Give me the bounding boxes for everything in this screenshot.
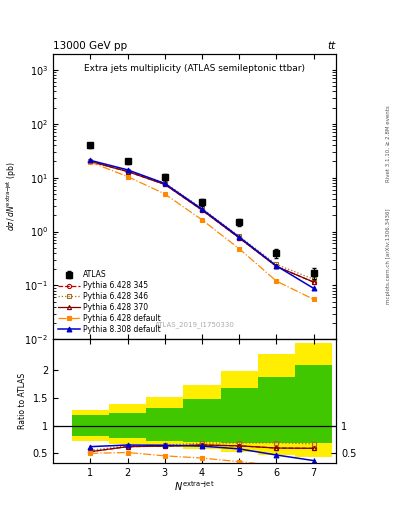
Pythia 6.428 345 <box>125 168 130 175</box>
Y-axis label: $d\sigma\,/\,dN^{\mathrm{extra\!\!-\!\!jet}}$ (pb): $d\sigma\,/\,dN^{\mathrm{extra\!\!-\!\!j… <box>4 162 19 231</box>
Pythia 6.428 345 <box>237 235 242 241</box>
Line: Pythia 8.308 default: Pythia 8.308 default <box>88 158 316 291</box>
Pythia 8.308 default <box>162 180 167 186</box>
Pythia 6.428 345 <box>274 263 279 269</box>
Text: 13000 GeV pp: 13000 GeV pp <box>53 41 127 51</box>
Pythia 6.428 346 <box>88 158 93 164</box>
Pythia 6.428 370 <box>311 279 316 285</box>
Text: Extra jets multiplicity (ATLAS semileptonic ttbar): Extra jets multiplicity (ATLAS semilepto… <box>84 64 305 73</box>
Pythia 6.428 default <box>237 246 242 252</box>
Y-axis label: Ratio to ATLAS: Ratio to ATLAS <box>18 373 27 430</box>
Pythia 6.428 346 <box>162 180 167 186</box>
Pythia 6.428 default <box>200 217 204 223</box>
Pythia 8.308 default <box>88 157 93 163</box>
Line: Pythia 6.428 345: Pythia 6.428 345 <box>88 159 316 284</box>
Line: Pythia 6.428 370: Pythia 6.428 370 <box>88 159 316 284</box>
X-axis label: $N^{\mathrm{extra\!\!-\!\!jet}}$: $N^{\mathrm{extra\!\!-\!\!jet}}$ <box>174 480 215 494</box>
Pythia 6.428 345 <box>200 207 204 213</box>
Pythia 6.428 default <box>311 296 316 303</box>
Pythia 6.428 346 <box>125 167 130 174</box>
Text: Rivet 3.1.10, ≥ 2.8M events: Rivet 3.1.10, ≥ 2.8M events <box>386 105 391 182</box>
Pythia 6.428 346 <box>274 261 279 267</box>
Pythia 6.428 345 <box>88 158 93 164</box>
Pythia 6.428 346 <box>311 276 316 282</box>
Legend: ATLAS, Pythia 6.428 345, Pythia 6.428 346, Pythia 6.428 370, Pythia 6.428 defaul: ATLAS, Pythia 6.428 345, Pythia 6.428 34… <box>55 267 163 337</box>
Pythia 6.428 default <box>88 159 93 165</box>
Line: Pythia 6.428 default: Pythia 6.428 default <box>88 160 316 302</box>
Pythia 6.428 370 <box>88 158 93 164</box>
Pythia 6.428 default <box>162 191 167 197</box>
Pythia 8.308 default <box>237 234 242 240</box>
Pythia 6.428 370 <box>162 181 167 187</box>
Text: mcplots.cern.ch [arXiv:1306.3436]: mcplots.cern.ch [arXiv:1306.3436] <box>386 208 391 304</box>
Pythia 8.308 default <box>274 263 279 269</box>
Pythia 6.428 345 <box>162 181 167 187</box>
Pythia 8.308 default <box>200 206 204 212</box>
Pythia 6.428 346 <box>200 205 204 211</box>
Pythia 8.308 default <box>311 285 316 291</box>
Pythia 6.428 346 <box>237 233 242 239</box>
Pythia 6.428 default <box>125 174 130 180</box>
Pythia 6.428 default <box>274 278 279 284</box>
Pythia 6.428 370 <box>200 207 204 213</box>
Pythia 6.428 370 <box>237 235 242 241</box>
Line: Pythia 6.428 346: Pythia 6.428 346 <box>88 159 316 281</box>
Pythia 6.428 370 <box>274 263 279 269</box>
Pythia 6.428 370 <box>125 168 130 175</box>
Text: ATLAS_2019_I1750330: ATLAS_2019_I1750330 <box>154 321 235 328</box>
Text: tt: tt <box>328 41 336 51</box>
Pythia 8.308 default <box>125 167 130 173</box>
Pythia 6.428 345 <box>311 279 316 285</box>
